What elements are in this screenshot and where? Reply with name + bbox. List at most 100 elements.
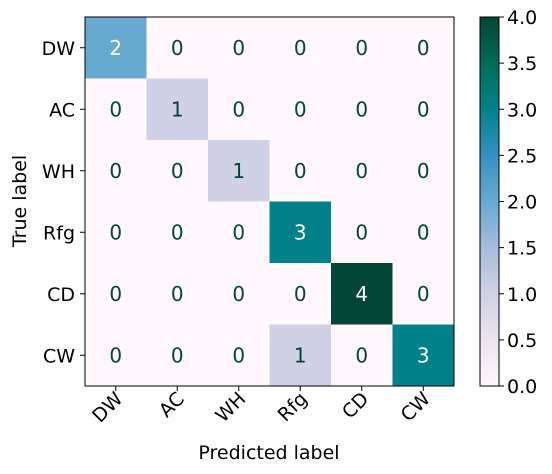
- y-tick-label: CD: [47, 284, 75, 306]
- cell-value-label: 0: [232, 220, 245, 244]
- heatmap-cell: [208, 78, 270, 141]
- heatmap-cell: [331, 324, 393, 387]
- heatmap-cell: [208, 263, 270, 325]
- cell-value-label: 3: [294, 220, 307, 244]
- cell-value-label: 2: [109, 36, 122, 60]
- cell-value-label: 0: [171, 220, 184, 244]
- y-axis-ticks: DW AC WH Rfg CD CW: [42, 38, 85, 367]
- heatmap-cell: [269, 17, 332, 79]
- cell-value-label: 0: [232, 36, 245, 60]
- colorbar-tick-label: 2.0: [507, 192, 537, 214]
- cell-value-label: 0: [109, 159, 122, 183]
- heatmap-cell: [208, 17, 270, 79]
- heatmap-cell: [269, 324, 332, 387]
- x-tick-label: DW: [88, 388, 127, 427]
- heatmap-cell: [392, 78, 455, 141]
- heatmap-cell: [146, 78, 209, 141]
- cell-value-label: 0: [355, 159, 368, 183]
- cell-value-label: 1: [294, 343, 307, 367]
- cell-value-label: 0: [355, 97, 368, 121]
- heatmap-cell: [208, 201, 270, 264]
- cell-value-label: 0: [171, 282, 184, 306]
- cell-value-label: 0: [232, 282, 245, 306]
- heatmap-cell: [392, 17, 455, 79]
- heatmap-cell: [331, 263, 393, 325]
- heatmap-cell: [146, 324, 209, 387]
- colorbar-ticks: 0.0 0.5 1.0 1.5 2.0 2.5 3.0 3.5 4.0: [499, 7, 537, 398]
- heatmap-cell: [146, 140, 209, 202]
- heatmap-cell: [331, 201, 393, 264]
- colorbar-tick-label: 3.0: [507, 99, 537, 121]
- y-tick-label: CW: [43, 345, 75, 367]
- heatmap-cell: [269, 263, 332, 325]
- colorbar-tick-label: 4.0: [507, 7, 537, 29]
- heatmap-cell: [85, 263, 147, 325]
- x-axis-ticks: DW AC WH Rfg CD CW: [88, 386, 435, 427]
- colorbar-tick-label: 0.0: [507, 376, 537, 398]
- cell-value-label: 0: [232, 97, 245, 121]
- cell-value-label: 0: [417, 36, 430, 60]
- heatmap-cell: [331, 78, 393, 141]
- y-tick-label: DW: [42, 38, 76, 60]
- cell-value-label: 0: [294, 36, 307, 60]
- heatmap-cell: [146, 201, 209, 264]
- colorbar-tick-label: 1.5: [507, 238, 537, 260]
- cell-value-label: 1: [232, 159, 245, 183]
- cell-value-label: 0: [355, 220, 368, 244]
- cell-value-label: 3: [417, 343, 430, 367]
- cell-value-label: 0: [417, 282, 430, 306]
- x-tick-label: CW: [397, 388, 435, 426]
- heatmap-cell: [85, 201, 147, 264]
- heatmap-cell: [85, 17, 147, 79]
- cell-value-label: 0: [171, 159, 184, 183]
- cell-value-label: 0: [109, 220, 122, 244]
- cell-value-label: 0: [417, 97, 430, 121]
- heatmap-cell: [269, 78, 332, 141]
- cell-value-label: 0: [109, 343, 122, 367]
- cell-value-label: 4: [355, 282, 368, 306]
- heatmap-cell: [331, 140, 393, 202]
- heatmap-cell: [392, 201, 455, 264]
- cell-value-label: 0: [355, 36, 368, 60]
- cell-value-label: 0: [294, 159, 307, 183]
- heatmap-cell: [85, 140, 147, 202]
- x-tick-label: WH: [211, 388, 250, 427]
- heatmap-cell: [392, 140, 455, 202]
- heatmap-cells: [85, 17, 455, 387]
- heatmap-cell: [85, 78, 147, 141]
- cell-value-label: 0: [171, 343, 184, 367]
- colorbar-tick-label: 2.5: [507, 145, 537, 167]
- x-tick-label: AC: [155, 388, 189, 422]
- cell-value-label: 0: [109, 97, 122, 121]
- cell-value-label: 0: [355, 343, 368, 367]
- colorbar-tick-label: 3.5: [507, 53, 537, 75]
- heatmap-cell: [146, 17, 209, 79]
- y-tick-label: AC: [49, 99, 75, 121]
- y-axis-label: True label: [9, 155, 31, 248]
- colorbar-tick-label: 0.5: [507, 330, 537, 352]
- heatmap-cell-labels: 2 0 0 0 0 0 0 1 0 0 0 0 0 0 1 0 0 0 0 0 0 3 0 0 0 0 0 0 4 0 0 0 0 1 0 3: [109, 36, 429, 368]
- cell-value-label: 0: [294, 97, 307, 121]
- heatmap-cell: [208, 324, 270, 387]
- cell-value-label: 1: [171, 97, 184, 121]
- cell-value-label: 0: [417, 159, 430, 183]
- heatmap-cell: [146, 263, 209, 325]
- heatmap-cell: [208, 140, 270, 202]
- x-axis-label: Predicted label: [198, 442, 339, 464]
- cell-value-label: 0: [232, 343, 245, 367]
- colorbar: [479, 16, 500, 387]
- y-tick-label: Rfg: [43, 222, 75, 244]
- cell-value-label: 0: [171, 36, 184, 60]
- colorbar-tick-label: 1.0: [507, 284, 537, 306]
- heatmap-cell: [331, 17, 393, 79]
- heatmap-cell: [392, 324, 455, 387]
- cell-value-label: 0: [109, 282, 122, 306]
- heatmap-cell: [269, 201, 332, 264]
- heatmap-cell: [85, 324, 147, 387]
- heatmap-cell: [392, 263, 455, 325]
- cell-value-label: 0: [417, 220, 430, 244]
- heatmap-cell: [269, 140, 332, 202]
- x-tick-label: CD: [338, 388, 373, 423]
- x-tick-label: Rfg: [274, 388, 312, 426]
